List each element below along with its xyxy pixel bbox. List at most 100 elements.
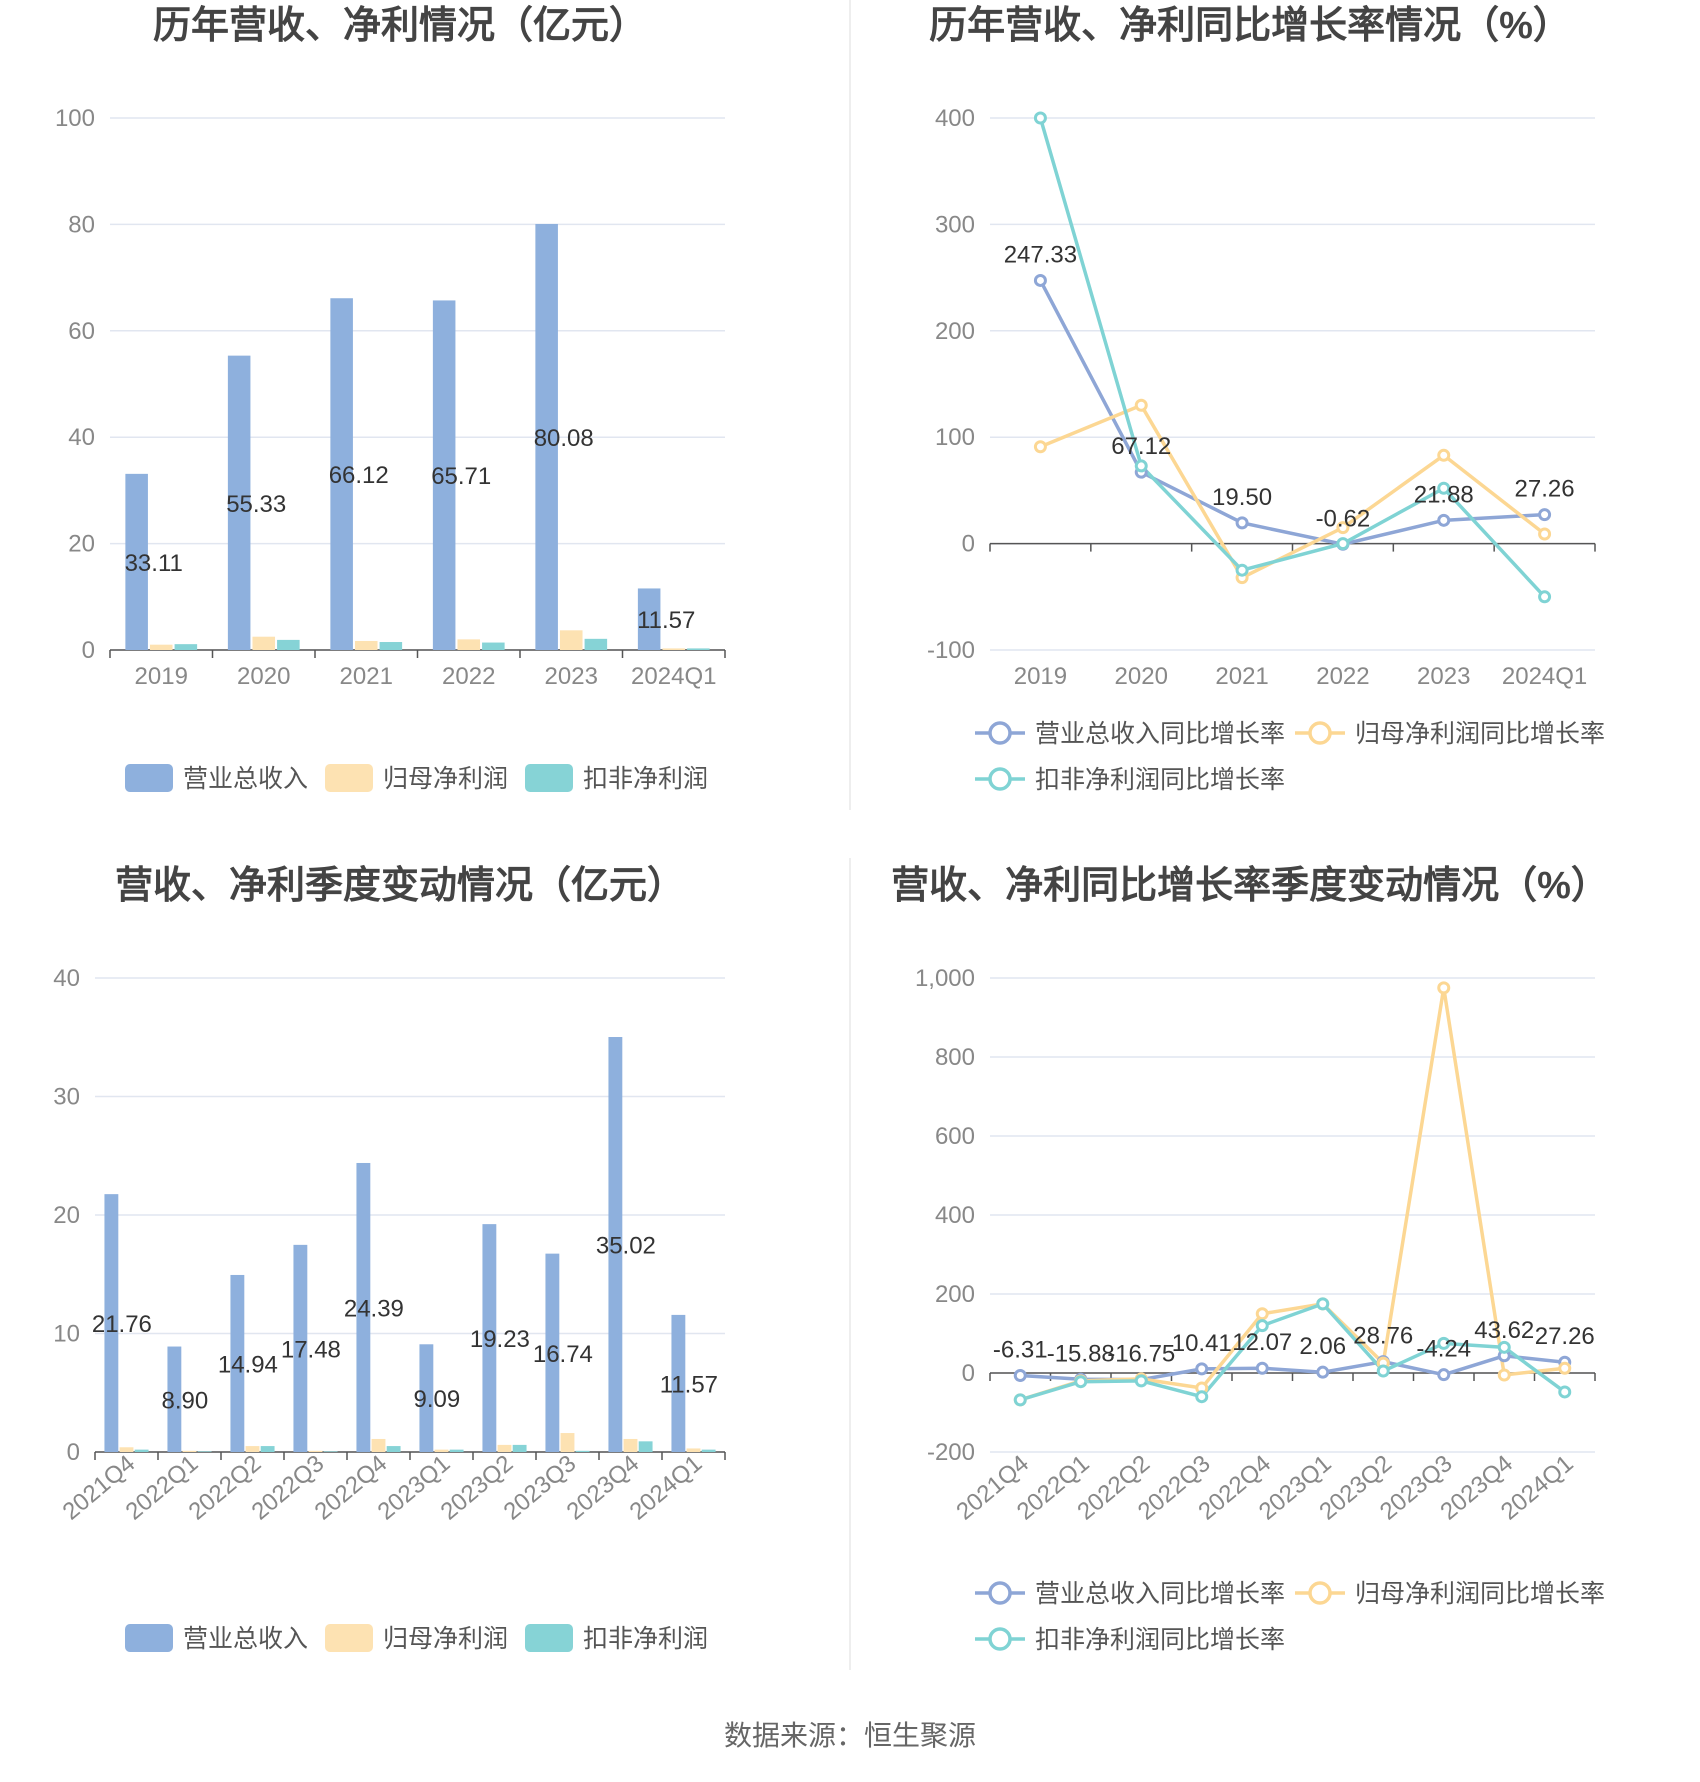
legend-marker: [1308, 1581, 1332, 1605]
data-point: [1013, 1368, 1027, 1382]
bar-value-label: 55.33: [226, 491, 286, 518]
bar-revenue: [608, 1037, 623, 1452]
bar-net-profit: [457, 639, 481, 650]
data-point: [1437, 1336, 1451, 1350]
annual-revenue-profit-chart: 历年营收、净利情况（亿元） 0 20 40 60 80 100 2019 2020 2021 202…: [55, 5, 726, 793]
legend-label: 扣非净利润同比增长率: [1035, 1626, 1285, 1654]
quarterly-growth-rate-chart: 营收、净利同比增长率季度变动情况（%） -200 0 200 400 600 800 1,00…: [891, 865, 1609, 1654]
bar-net-profit: [560, 1433, 575, 1452]
bar-deducted-profit: [386, 1446, 401, 1452]
legend-swatch: [325, 1624, 373, 1652]
data-point: [1134, 398, 1148, 412]
bar-value-label: 21.76: [92, 1311, 152, 1338]
bar-deducted-profit: [584, 638, 608, 650]
data-point: [1033, 111, 1047, 125]
bar-value-label: 19.23: [470, 1326, 530, 1353]
bar-net-profit: [245, 1446, 260, 1452]
data-point: [1437, 481, 1451, 495]
bar-revenue: [227, 355, 251, 650]
legend-label: 归母净利润同比增长率: [1355, 720, 1605, 748]
bar-deducted-profit: [687, 648, 710, 650]
y-tick-label: 20: [68, 531, 95, 558]
y-tick-label: 40: [53, 965, 80, 992]
bar-deducted-profit: [323, 1451, 338, 1452]
bar-deducted-profit: [701, 1449, 716, 1452]
data-point: [1195, 1362, 1209, 1376]
x-tick-label: 2024Q1: [631, 663, 716, 690]
data-point: [1255, 1361, 1269, 1375]
data-point: [1497, 1340, 1511, 1354]
legend-marker: [988, 1581, 1012, 1605]
data-point: [1013, 1393, 1027, 1407]
chart-title: 营收、净利季度变动情况（亿元）: [115, 865, 685, 907]
y-tick-label: 800: [935, 1044, 975, 1071]
bar-net-profit: [149, 644, 173, 650]
bar-value-label: 24.39: [344, 1295, 404, 1322]
data-point: [1074, 1375, 1088, 1389]
point-value-label: -15.88: [1047, 1340, 1115, 1367]
bar-value-label: 65.71: [431, 463, 491, 490]
bar-deducted-profit: [197, 1451, 212, 1452]
y-tick-label: 60: [68, 318, 95, 345]
point-value-label: -0.62: [1316, 505, 1371, 532]
bar-deducted-profit: [482, 642, 505, 650]
legend-marker: [988, 767, 1012, 791]
legend-label: 归母净利润同比增长率: [1355, 1580, 1605, 1608]
bar-revenue: [535, 223, 558, 650]
bar-deducted-profit: [134, 1449, 149, 1452]
data-point: [1255, 1319, 1269, 1333]
y-tick-label: 400: [935, 105, 975, 132]
data-point: [1538, 590, 1552, 604]
x-tick-label: 2021: [340, 663, 393, 690]
x-tick-label: 2024Q1: [1502, 663, 1587, 690]
x-tick-label: 2023: [545, 663, 598, 690]
y-tick-label: 80: [68, 211, 95, 238]
bar-net-profit: [497, 1444, 512, 1452]
bar-value-label: 66.12: [329, 462, 389, 489]
bar-value-label: 35.02: [596, 1233, 656, 1260]
y-tick-label: 10: [53, 1321, 80, 1348]
point-value-label: 21.88: [1414, 481, 1474, 508]
data-point: [1538, 527, 1552, 541]
bar-net-profit: [252, 636, 276, 650]
point-value-label: 27.26: [1535, 1323, 1595, 1350]
chart-title: 历年营收、净利情况（亿元）: [153, 5, 647, 47]
bar-revenue: [330, 298, 353, 650]
bar-value-label: 16.74: [533, 1341, 593, 1368]
data-point: [1437, 513, 1451, 527]
data-point: [1497, 1368, 1511, 1382]
bar-deducted-profit: [277, 639, 300, 650]
legend-label: 营业总收入同比增长率: [1035, 720, 1285, 748]
point-value-label: 28.76: [1353, 1323, 1413, 1350]
bar-revenue: [482, 1224, 497, 1452]
bar-net-profit: [623, 1438, 638, 1452]
bar-net-profit: [662, 648, 686, 650]
data-point: [1134, 1374, 1148, 1388]
bar-net-profit: [354, 640, 378, 650]
x-tick-label: 2021: [1215, 663, 1268, 690]
legend-swatch: [325, 764, 373, 792]
bar-value-label: 11.57: [637, 607, 695, 634]
data-point: [1336, 537, 1350, 551]
y-tick-label: 600: [935, 1123, 975, 1150]
bar-value-label: 33.11: [125, 550, 183, 577]
y-tick-label: -100: [927, 637, 975, 664]
data-point: [1195, 1390, 1209, 1404]
y-tick-label: 20: [53, 1202, 80, 1229]
y-tick-label: 0: [67, 1439, 80, 1466]
legend-marker: [988, 1627, 1012, 1651]
bar-revenue: [125, 473, 148, 650]
y-tick-label: 0: [962, 531, 975, 558]
legend-label: 归母净利润: [383, 1625, 508, 1653]
bar-revenue: [637, 588, 661, 650]
data-point: [1558, 1385, 1572, 1399]
x-tick-label: 2020: [237, 663, 290, 690]
bar-deducted-profit: [638, 1441, 653, 1452]
legend-label: 营业总收入: [183, 765, 308, 793]
legend-label: 扣非净利润: [583, 1625, 708, 1653]
y-tick-label: 400: [935, 1202, 975, 1229]
y-tick-label: 200: [935, 1281, 975, 1308]
x-tick-label: 2019: [1014, 663, 1067, 690]
point-value-label: 247.33: [1004, 241, 1077, 268]
